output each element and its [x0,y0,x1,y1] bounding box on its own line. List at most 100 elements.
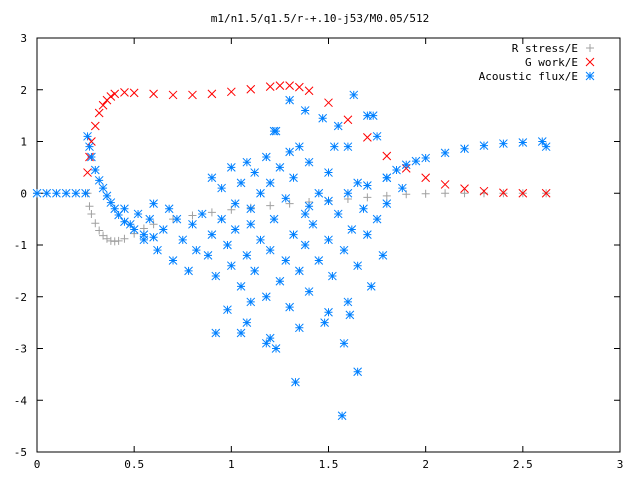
data-point [328,271,337,281]
data-point [149,89,158,99]
data-point [149,232,158,242]
data-point [230,225,240,234]
data-point [499,188,508,198]
y-tick-label: 3 [20,32,27,45]
data-point [343,142,353,152]
data-point [392,165,401,175]
data-point [308,219,318,229]
axes-layer: 0 0.5 1 1.5 2 2.5 3 3 2 1 0 -1 -2 -3 -4 -5 [14,32,624,471]
data-point [372,131,382,141]
data-point [261,292,271,302]
data-point [256,235,265,245]
data-point [242,318,252,327]
data-point [114,236,123,245]
data-point [314,188,324,198]
x-tick-label: 1.5 [319,458,339,471]
data-point [153,245,162,255]
data-point [275,163,285,172]
legend-label: Acoustic flux/E [479,70,578,83]
data-point [333,121,343,131]
data-point [129,88,139,98]
data-point [324,196,333,206]
data-point [236,328,246,338]
data-point [285,95,294,105]
data-point [172,214,182,224]
data-point [236,178,246,188]
data-point [223,240,232,250]
data-point [479,189,488,198]
data-point [85,142,94,152]
data-point [61,188,71,198]
legend-marker [586,44,594,52]
data-point [281,256,291,265]
data-point [94,175,104,185]
data-point [363,133,372,142]
data-point [372,214,382,224]
data-point [94,108,104,118]
data-point [250,266,260,276]
data-point [518,188,528,198]
data-point [537,137,547,146]
data-point [250,168,260,177]
data-point [203,250,213,260]
data-point [120,217,129,227]
data-point [382,173,392,183]
data-point [479,186,489,196]
data-point [294,266,304,276]
data-point [188,211,197,220]
data-point [265,178,275,188]
data-point [125,219,135,229]
data-point [110,204,120,214]
data-point [271,344,281,353]
data-point [318,113,328,123]
data-point [275,276,285,286]
data-point [266,201,275,210]
data-point [102,191,112,201]
data-point [261,152,271,162]
data-point [285,147,294,157]
data-point [275,81,285,90]
data-point [133,209,143,219]
data-point [242,250,252,260]
y-tick-label: -4 [14,394,28,407]
data-point [91,219,100,228]
data-point [184,266,193,276]
data-point [95,226,104,235]
data-point [236,282,246,291]
data-point [226,261,236,271]
data-point [291,377,300,387]
data-point [145,214,155,224]
data-point [42,188,52,198]
y-tick-label: -3 [14,343,27,356]
data-point [382,191,391,200]
x-tick-label: 1 [228,458,235,471]
data-point [217,183,226,193]
data-point [441,189,450,198]
data-point [324,168,333,177]
data-point [353,367,363,377]
data-point [347,225,357,234]
data-point [378,250,388,260]
data-point [345,310,355,320]
data-point [294,82,304,92]
data-point [324,307,333,317]
x-tick-label: 0.5 [124,458,144,471]
y-tick-label: 1 [20,136,27,149]
data-point [223,305,232,315]
data-point [129,225,139,234]
y-tick-label: -2 [14,291,27,304]
data-point [353,261,363,271]
data-point [337,411,347,421]
data-point [106,198,116,207]
data-point [314,256,324,265]
data-point [102,234,111,243]
series-1 [83,81,551,198]
data-point [397,183,407,193]
data-point [168,256,178,265]
data-point [304,86,314,96]
data-point [300,209,310,219]
data-point [271,126,281,136]
data-point [421,153,431,163]
data-point [149,199,158,208]
data-point [246,297,256,307]
